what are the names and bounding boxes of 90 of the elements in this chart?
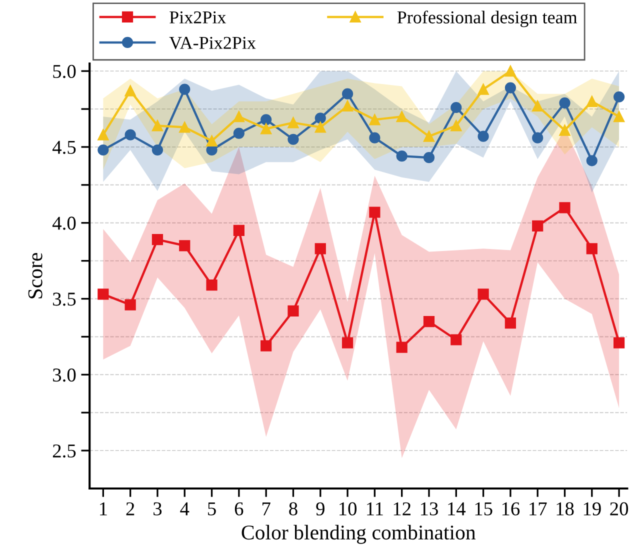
point [233, 128, 244, 139]
point [532, 220, 544, 232]
x-tick-label: 10 [340, 502, 357, 516]
x-tick-label: 19 [584, 502, 601, 516]
point [314, 243, 326, 254]
point [179, 240, 190, 252]
x-tick-label: 17 [530, 502, 547, 516]
y-tick-label: 3.5 [53, 292, 76, 306]
point [614, 111, 625, 122]
x-tick-label: 11 [367, 502, 383, 516]
point [314, 112, 326, 124]
y-axis-title: Score [28, 253, 42, 298]
point [260, 114, 272, 126]
x-tick-label: 6 [234, 502, 244, 516]
point [152, 120, 164, 132]
x-tick-label: 20 [610, 502, 628, 516]
x-tick-label: 12 [394, 502, 410, 516]
x-axis-title: Color blending combination [242, 524, 476, 544]
point [559, 97, 570, 109]
point [450, 102, 462, 114]
legend-label: Pix2Pix [170, 11, 226, 24]
point [504, 66, 516, 77]
x-tick-label: 4 [180, 502, 190, 516]
point [586, 96, 598, 107]
point [423, 152, 435, 164]
point [179, 122, 190, 133]
legend-label: VA-Pix2Pix [169, 36, 256, 50]
point [98, 288, 109, 300]
x-tick-label: 2 [126, 502, 134, 516]
point [206, 135, 218, 146]
y-tick-label: 4.5 [52, 140, 76, 154]
point [614, 91, 625, 102]
point [342, 100, 354, 112]
point [532, 100, 544, 112]
point [478, 130, 489, 142]
x-tick-label: 5 [208, 502, 216, 516]
point [450, 120, 462, 132]
point [233, 111, 244, 122]
point [423, 316, 435, 328]
point [586, 155, 598, 166]
point [396, 150, 408, 162]
point [450, 334, 462, 346]
point [504, 82, 516, 94]
point [396, 342, 408, 353]
y-tick-label: 3.0 [53, 368, 76, 382]
point [179, 84, 190, 95]
point [124, 129, 136, 140]
point [124, 85, 136, 96]
point [342, 337, 354, 348]
x-tick-label: 16 [502, 502, 520, 516]
point [423, 130, 435, 142]
point [288, 117, 299, 128]
point [124, 299, 136, 310]
point [532, 132, 544, 144]
point [478, 84, 489, 95]
x-tick-label: 3 [154, 502, 162, 516]
point [288, 134, 299, 145]
point [478, 288, 489, 300]
point [504, 318, 516, 329]
x-tick-label: 8 [289, 502, 298, 516]
point [369, 206, 380, 218]
point [342, 88, 354, 100]
y-tick-label: 2.5 [52, 444, 76, 458]
point [369, 114, 380, 126]
point [206, 280, 218, 291]
x-tick-label: 9 [316, 502, 324, 516]
x-tick-label: 15 [475, 502, 492, 516]
x-tick-label: 18 [556, 502, 574, 516]
point [314, 122, 326, 133]
point [288, 305, 299, 316]
point [260, 340, 272, 352]
y-tick-label: 4.0 [52, 216, 76, 230]
point [98, 144, 109, 156]
point [586, 243, 598, 254]
point [152, 144, 164, 156]
point [559, 124, 570, 136]
point [152, 234, 164, 246]
point [98, 129, 109, 140]
point [614, 337, 625, 348]
x-tick-label: 1 [100, 502, 107, 516]
x-tick-label: 7 [262, 502, 270, 516]
x-tick-label: 14 [448, 502, 466, 516]
legend-label: Professional design team [397, 10, 578, 28]
point [260, 123, 272, 134]
point [559, 202, 570, 214]
y-tick-label: 5.0 [53, 64, 76, 78]
point [396, 111, 408, 122]
point [233, 224, 244, 236]
x-tick-label: 13 [420, 502, 438, 516]
point [369, 132, 380, 144]
